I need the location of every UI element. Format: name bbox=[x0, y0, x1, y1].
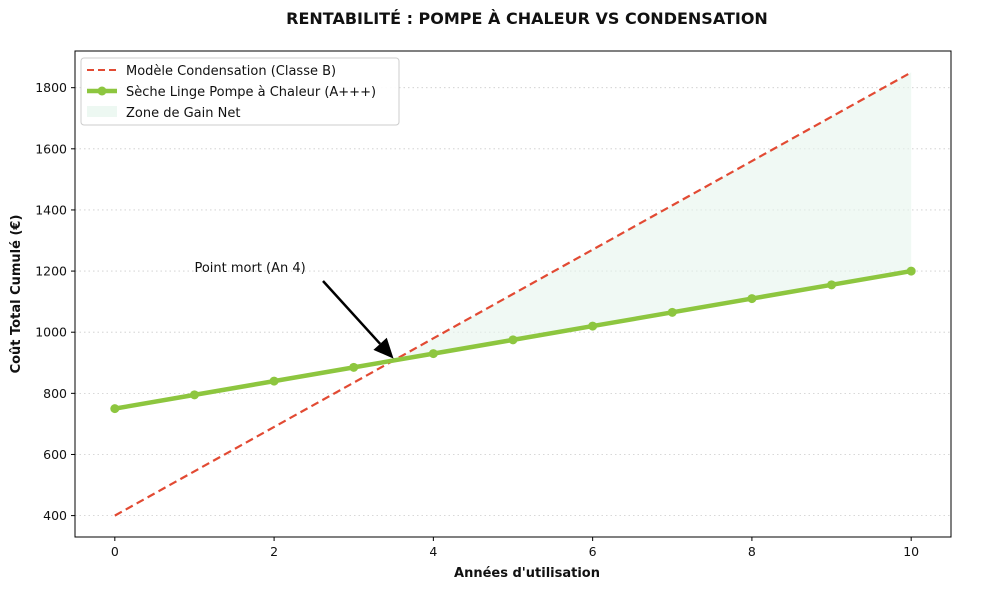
annotation-text: Point mort (An 4) bbox=[194, 261, 305, 276]
x-tick-label-8: 8 bbox=[748, 544, 756, 559]
x-axis-ticks: 0 2 4 6 8 10 bbox=[111, 537, 919, 559]
x-tick-label-2: 2 bbox=[270, 544, 278, 559]
series-line-condensation bbox=[114, 71, 912, 517]
y-tick-label-1200: 1200 bbox=[35, 264, 67, 279]
x-axis-label: Années d'utilisation bbox=[454, 566, 600, 581]
annotation-arrow-head bbox=[373, 337, 394, 359]
y-tick-label-600: 600 bbox=[43, 447, 67, 462]
plot-frame bbox=[74, 50, 952, 538]
y-tick-label-400: 400 bbox=[43, 508, 67, 523]
y-tick-label-1800: 1800 bbox=[35, 80, 67, 95]
y-tick-label-1600: 1600 bbox=[35, 141, 67, 156]
y-tick-label-1400: 1400 bbox=[35, 202, 67, 217]
y-tick-label-1000: 1000 bbox=[35, 325, 67, 340]
chart-title: RENTABILITÉ : POMPE À CHALEUR VS CONDENS… bbox=[286, 9, 768, 28]
x-tick-label-4: 4 bbox=[429, 544, 437, 559]
heat-pump-point-10 bbox=[906, 266, 916, 276]
legend-label-heat-pump: Sèche Linge Pompe à Chaleur (A+++) bbox=[126, 85, 376, 100]
annotation-arrow-line bbox=[322, 280, 382, 345]
y-axis-label: Coût Total Cumulé (€) bbox=[9, 215, 24, 374]
legend-swatch-gain-zone bbox=[87, 106, 117, 117]
breakeven-annotation: Point mort (An 4) bbox=[194, 261, 394, 359]
x-tick-label-10: 10 bbox=[903, 544, 919, 559]
heat-pump-point-7 bbox=[667, 307, 677, 317]
series-layer bbox=[110, 71, 916, 517]
legend-label-condensation: Modèle Condensation (Classe B) bbox=[126, 64, 336, 79]
heat-pump-point-6 bbox=[588, 321, 598, 331]
heat-pump-point-2 bbox=[269, 376, 279, 386]
legend-label-gain-zone: Zone de Gain Net bbox=[126, 106, 240, 121]
legend-marker-heat-pump bbox=[97, 86, 107, 96]
heat-pump-point-1 bbox=[189, 390, 199, 400]
x-tick-label-0: 0 bbox=[111, 544, 119, 559]
y-axis-ticks: 400 600 800 1000 1200 1400 1600 1800 bbox=[35, 80, 75, 523]
x-tick-label-6: 6 bbox=[589, 544, 597, 559]
heat-pump-point-0 bbox=[110, 404, 120, 414]
heat-pump-point-3 bbox=[349, 362, 359, 372]
heat-pump-point-4 bbox=[428, 349, 438, 359]
legend: Modèle Condensation (Classe B) Sèche Lin… bbox=[80, 57, 400, 126]
heat-pump-point-5 bbox=[508, 335, 518, 345]
y-tick-label-800: 800 bbox=[43, 386, 67, 401]
legend-box bbox=[80, 57, 400, 126]
heat-pump-point-8 bbox=[747, 294, 757, 304]
heat-pump-point-9 bbox=[827, 280, 837, 290]
